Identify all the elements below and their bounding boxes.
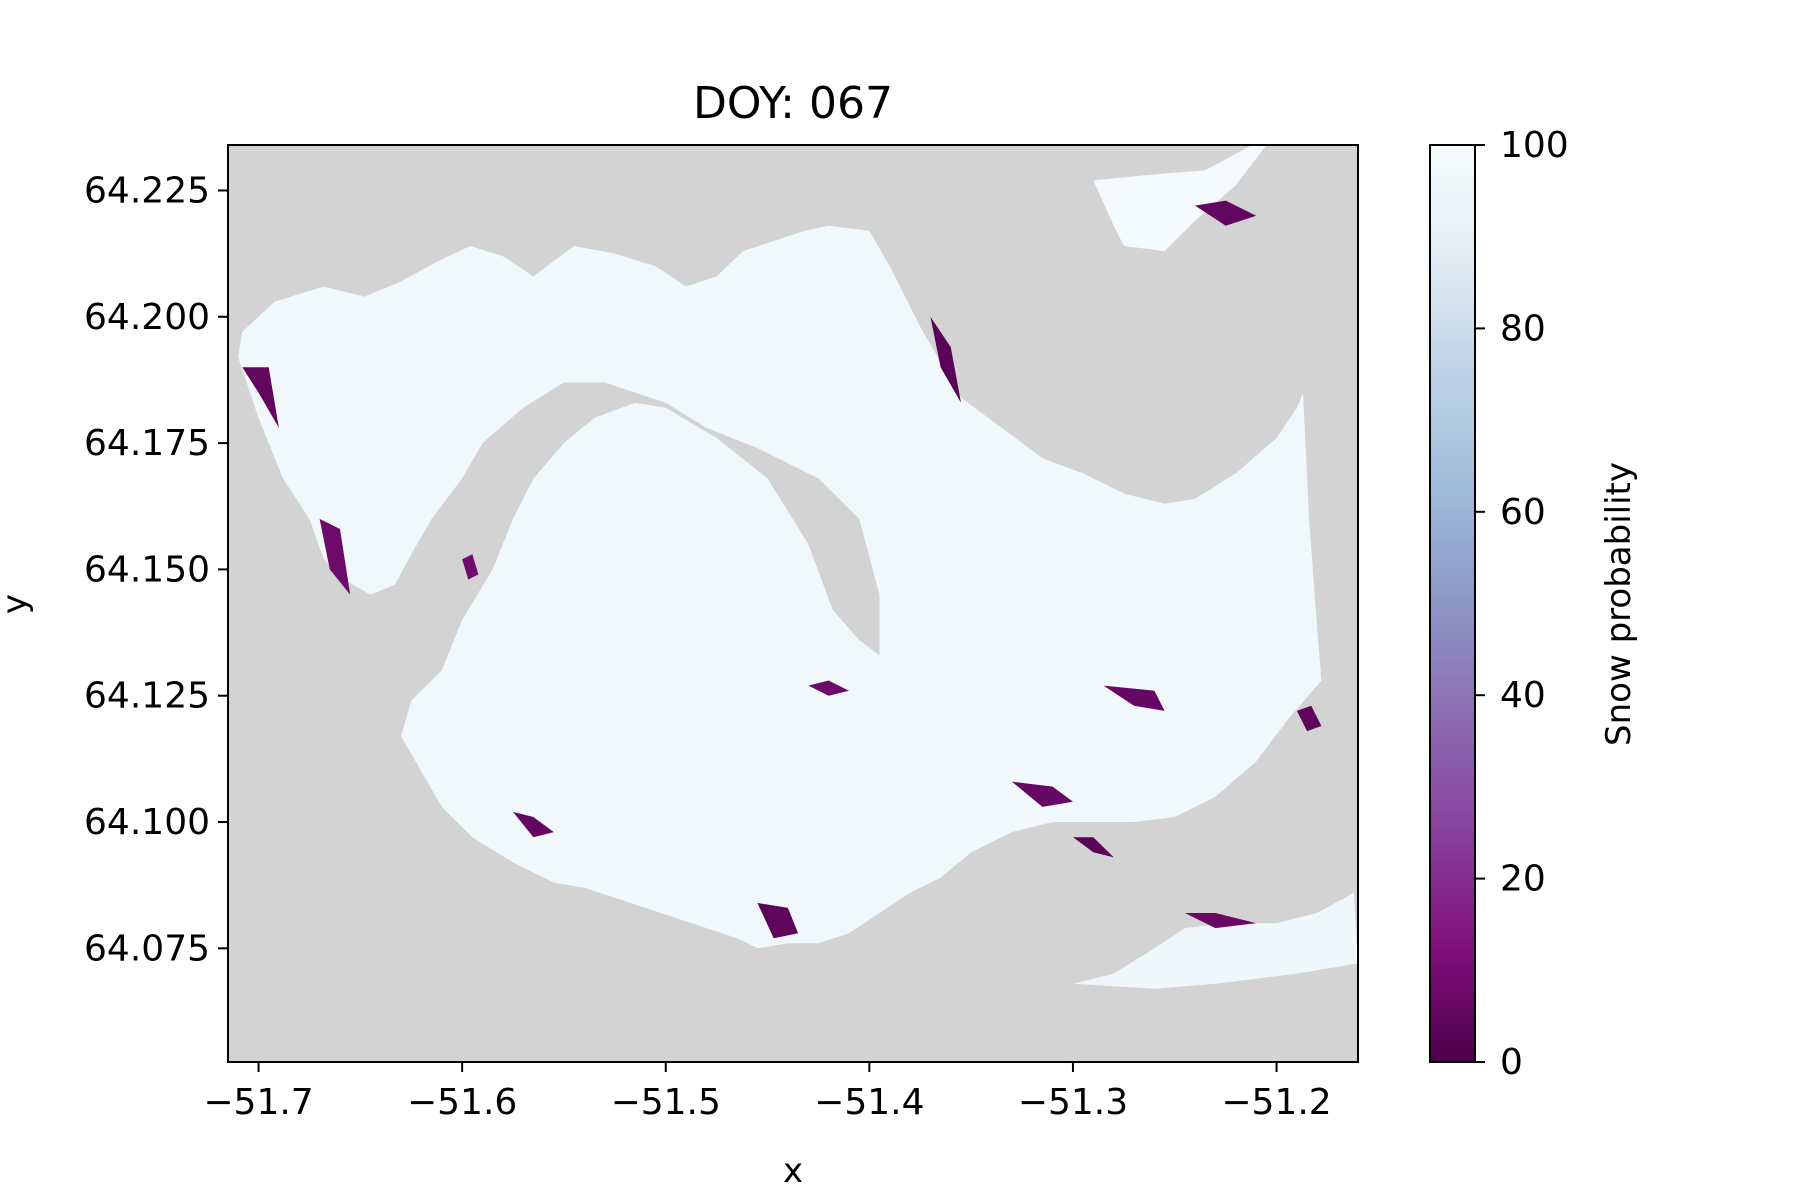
plot-area: [227, 144, 1359, 1063]
low-probability-feature: [1195, 200, 1257, 226]
colorbar-tick-label: 40: [1500, 675, 1546, 716]
low-probability-feature: [1296, 705, 1322, 732]
y-tick-label: 64.175: [84, 423, 210, 464]
colorbar-gradient: [1429, 144, 1476, 1063]
y-tick-label: 64.200: [84, 297, 210, 338]
low-probability-feature: [930, 316, 961, 403]
colorbar-tick-label: 20: [1500, 859, 1546, 900]
colorbar-label: Snow probability: [1599, 462, 1639, 746]
low-probability-feature: [242, 367, 279, 428]
colorbar-ticks: 0 20 40 60 80 100: [1475, 125, 1569, 1083]
y-tick-label: 64.125: [84, 676, 210, 717]
low-probability-feature: [1184, 913, 1257, 929]
y-axis: 64.075 64.100 64.125 64.150 64.175 64.200 64.2…: [84, 170, 228, 969]
x-tick-label: −51.2: [1221, 1082, 1331, 1123]
x-tick-label: −51.3: [1018, 1082, 1128, 1123]
low-probability-feature: [319, 518, 351, 595]
low-probability-feature: [1073, 837, 1114, 858]
y-axis-label: y: [0, 594, 35, 614]
x-tick-label: −51.6: [407, 1082, 517, 1123]
x-axis-label: x: [783, 1151, 803, 1191]
x-axis: −51.7 −51.6 −51.5 −51.4 −51.3 −51.2: [203, 1062, 1332, 1123]
colorbar: 0 20 40 60 80 100 Snow probability: [1429, 125, 1639, 1083]
low-probability-feature: [1103, 685, 1165, 711]
low-probability-feature: [513, 811, 554, 838]
map-region-main-landmass: [238, 225, 1322, 949]
colorbar-tick-label: 80: [1500, 308, 1546, 349]
low-probability-feature: [1011, 781, 1073, 807]
low-probability-feature: [808, 680, 849, 696]
chart-title: DOY: 067: [693, 78, 893, 129]
y-tick-label: 64.150: [84, 549, 210, 590]
colorbar-tick-label: 0: [1500, 1042, 1523, 1083]
plot-frame: [227, 144, 1359, 1063]
colorbar-tick-label: 60: [1500, 492, 1546, 533]
map-region-south-island: [1073, 892, 1358, 989]
x-tick-label: −51.5: [611, 1082, 721, 1123]
map-region-north-island: [1093, 145, 1267, 252]
y-tick-label: 64.100: [84, 802, 210, 843]
colorbar-tick-label: 100: [1500, 125, 1569, 166]
low-probability-feature: [757, 902, 799, 939]
low-probability-feature: [462, 554, 479, 580]
map-layer: [238, 145, 1358, 989]
x-tick-label: −51.7: [203, 1082, 313, 1123]
y-tick-label: 64.075: [84, 928, 210, 969]
x-tick-label: −51.4: [814, 1082, 924, 1123]
y-tick-label: 64.225: [84, 170, 210, 211]
